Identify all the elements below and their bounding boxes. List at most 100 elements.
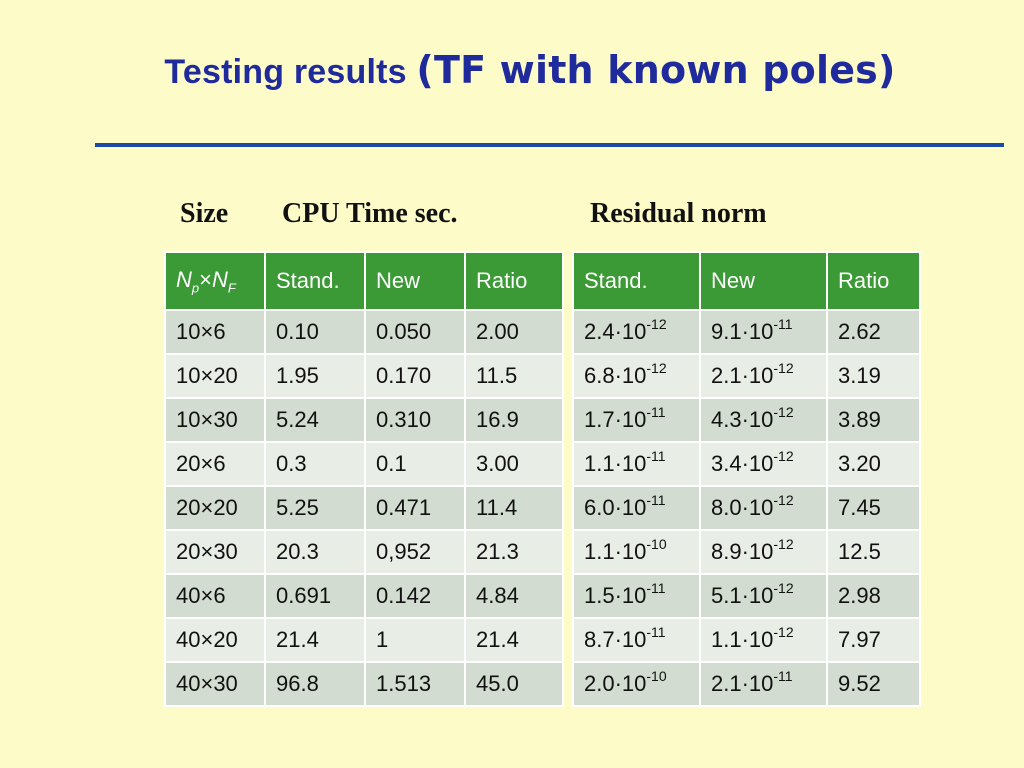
mantissa: 4.3·10 — [711, 407, 774, 432]
new-time-cell: 1.513 — [364, 661, 466, 707]
header-times-symbol: × — [199, 266, 212, 292]
new-time-cell: 0.170 — [364, 353, 466, 399]
new-residual-cell: 8.9·10-12 — [699, 529, 828, 575]
new-residual-cell: 3.4·10-12 — [699, 441, 828, 487]
ratio-cell: 9.52 — [826, 661, 921, 707]
ratio-cell: 2.62 — [826, 309, 921, 355]
exponent: -11 — [773, 316, 793, 332]
size-cell: 10×6 — [164, 309, 266, 355]
new-residual-cell: 2.1·10-11 — [699, 661, 828, 707]
stand-time-cell: 0.691 — [264, 573, 366, 619]
table-row: 1.1·10-11 3.4·10-12 3.20 — [572, 441, 921, 487]
ratio-cell: 16.9 — [464, 397, 564, 443]
new-time-cell: 0.310 — [364, 397, 466, 443]
table-row: 40×6 0.691 0.142 4.84 — [164, 573, 564, 619]
mantissa: 5.1·10 — [711, 583, 774, 608]
mantissa: 1.7·10 — [584, 407, 647, 432]
ratio-cell: 2.00 — [464, 309, 564, 355]
mantissa: 8.9·10 — [711, 539, 774, 564]
caption-cpu-time: CPU Time sec. — [282, 198, 458, 229]
stand-residual-cell: 2.4·10-12 — [572, 309, 701, 355]
ratio-cell: 11.4 — [464, 485, 564, 531]
table-row: 2.4·10-12 9.1·10-11 2.62 — [572, 309, 921, 355]
ratio-cell: 4.84 — [464, 573, 564, 619]
exponent: -12 — [646, 316, 667, 332]
table-row: 6.8·10-12 2.1·10-12 3.19 — [572, 353, 921, 399]
exponent: -10 — [646, 668, 667, 684]
table-row: 1.1·10-10 8.9·10-12 12.5 — [572, 529, 921, 575]
new-time-cell: 0.1 — [364, 441, 466, 487]
table-row: 20×20 5.25 0.471 11.4 — [164, 485, 564, 531]
table-row: 6.0·10-11 8.0·10-12 7.45 — [572, 485, 921, 531]
table-row: 40×20 21.4 1 21.4 — [164, 617, 564, 663]
ratio-cell: 7.97 — [826, 617, 921, 663]
cpu-time-table: Np×NF Stand. New Ratio 10×6 0.10 0.050 2.00… — [164, 251, 564, 707]
ratio-cell: 21.3 — [464, 529, 564, 575]
mantissa: 2.1·10 — [711, 363, 774, 388]
size-cell: 10×30 — [164, 397, 266, 443]
exponent: -12 — [646, 360, 667, 376]
stand-residual-cell: 1.1·10-11 — [572, 441, 701, 487]
exponent: -11 — [646, 624, 666, 640]
mantissa: 2.1·10 — [711, 671, 774, 696]
exponent: -12 — [773, 448, 794, 464]
new-residual-cell: 8.0·10-12 — [699, 485, 828, 531]
header-new: New — [364, 251, 466, 311]
header-size: Np×NF — [164, 251, 266, 311]
header-ratio: Ratio — [826, 251, 921, 311]
header-p-subscript: p — [191, 280, 200, 296]
new-residual-cell: 2.1·10-12 — [699, 353, 828, 399]
new-residual-cell: 1.1·10-12 — [699, 617, 828, 663]
mantissa: 9.1·10 — [711, 319, 774, 344]
stand-time-cell: 0.10 — [264, 309, 366, 355]
slide-title-part2: (TF with known poles) — [416, 48, 896, 92]
caption-residual-norm: Residual norm — [590, 198, 767, 229]
table-row: 8.7·10-11 1.1·10-12 7.97 — [572, 617, 921, 663]
mantissa: 6.0·10 — [584, 495, 647, 520]
slide-title: Testing results (TF with known poles) — [0, 48, 1024, 92]
exponent: -10 — [646, 536, 667, 552]
size-cell: 20×20 — [164, 485, 266, 531]
exponent: -12 — [773, 360, 794, 376]
new-time-cell: 1 — [364, 617, 466, 663]
mantissa: 8.7·10 — [584, 627, 647, 652]
ratio-cell: 2.98 — [826, 573, 921, 619]
ratio-cell: 3.00 — [464, 441, 564, 487]
table-row: 40×30 96.8 1.513 45.0 — [164, 661, 564, 707]
stand-residual-cell: 6.0·10-11 — [572, 485, 701, 531]
title-divider — [95, 143, 1004, 147]
exponent: -12 — [773, 624, 794, 640]
table-row: 20×6 0.3 0.1 3.00 — [164, 441, 564, 487]
mantissa: 3.4·10 — [711, 451, 774, 476]
header-new: New — [699, 251, 828, 311]
table-header-row: Stand. New Ratio — [572, 251, 921, 311]
size-cell: 20×6 — [164, 441, 266, 487]
stand-time-cell: 96.8 — [264, 661, 366, 707]
size-cell: 10×20 — [164, 353, 266, 399]
caption-size: Size — [180, 198, 229, 229]
table-row: 10×20 1.95 0.170 11.5 — [164, 353, 564, 399]
table-row: 2.0·10-10 2.1·10-11 9.52 — [572, 661, 921, 707]
header-np-symbol: N — [176, 266, 192, 292]
new-time-cell: 0.050 — [364, 309, 466, 355]
new-residual-cell: 4.3·10-12 — [699, 397, 828, 443]
stand-residual-cell: 1.7·10-11 — [572, 397, 701, 443]
ratio-cell: 3.89 — [826, 397, 921, 443]
mantissa: 1.1·10 — [584, 539, 647, 564]
stand-time-cell: 1.95 — [264, 353, 366, 399]
exponent: -11 — [773, 668, 793, 684]
stand-residual-cell: 6.8·10-12 — [572, 353, 701, 399]
mantissa: 6.8·10 — [584, 363, 647, 388]
stand-residual-cell: 8.7·10-11 — [572, 617, 701, 663]
exponent: -11 — [646, 492, 666, 508]
header-stand: Stand. — [572, 251, 701, 311]
ratio-cell: 11.5 — [464, 353, 564, 399]
new-residual-cell: 9.1·10-11 — [699, 309, 828, 355]
stand-residual-cell: 1.1·10-10 — [572, 529, 701, 575]
new-time-cell: 0.471 — [364, 485, 466, 531]
stand-time-cell: 5.24 — [264, 397, 366, 443]
table-header-row: Np×NF Stand. New Ratio — [164, 251, 564, 311]
table-row: 10×30 5.24 0.310 16.9 — [164, 397, 564, 443]
size-cell: 20×30 — [164, 529, 266, 575]
exponent: -12 — [773, 404, 794, 420]
